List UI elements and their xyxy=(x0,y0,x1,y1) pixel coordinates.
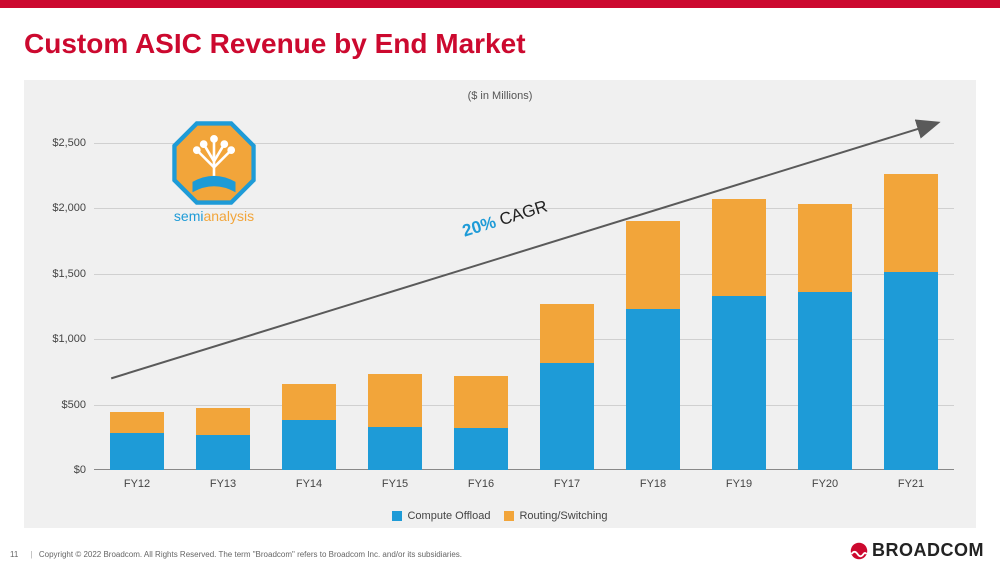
y-tick-label: $2,000 xyxy=(52,202,86,214)
legend-swatch xyxy=(392,511,402,521)
chart-legend: Compute Offload Routing/Switching xyxy=(24,510,976,522)
x-tick-label: FY18 xyxy=(640,478,666,490)
footer-separator: | xyxy=(31,550,33,559)
x-tick-label: FY20 xyxy=(812,478,838,490)
slide-title: Custom ASIC Revenue by End Market xyxy=(24,28,526,60)
y-tick-label: $2,500 xyxy=(52,137,86,149)
broadcom-mark-icon xyxy=(850,542,868,560)
semianalysis-logo-icon xyxy=(171,120,257,206)
y-tick-label: $1,000 xyxy=(52,333,86,345)
legend-swatch xyxy=(504,511,514,521)
x-tick-label: FY14 xyxy=(296,478,322,490)
x-tick-label: FY17 xyxy=(554,478,580,490)
copyright-text: Copyright © 2022 Broadcom. All Rights Re… xyxy=(39,550,462,559)
y-tick-label: $1,500 xyxy=(52,268,86,280)
top-accent-bar xyxy=(0,0,1000,8)
chart-subtitle: ($ in Millions) xyxy=(24,90,976,102)
x-tick-label: FY12 xyxy=(124,478,150,490)
wordmark-part-b: analysis xyxy=(203,208,254,224)
semianalysis-watermark: semianalysis xyxy=(154,120,274,224)
x-tick-label: FY19 xyxy=(726,478,752,490)
slide: Custom ASIC Revenue by End Market ($ in … xyxy=(0,8,1000,565)
wordmark-part-a: semi xyxy=(174,208,204,224)
x-tick-label: FY13 xyxy=(210,478,236,490)
legend-item: Compute Offload xyxy=(392,510,490,522)
page-number: 11 xyxy=(10,550,18,559)
y-tick-label: $0 xyxy=(74,464,86,476)
footer: 11 | Copyright © 2022 Broadcom. All Righ… xyxy=(10,550,462,559)
x-tick-label: FY15 xyxy=(382,478,408,490)
legend-label: Compute Offload xyxy=(407,510,490,522)
legend-label: Routing/Switching xyxy=(519,510,607,522)
x-tick-label: FY16 xyxy=(468,478,494,490)
broadcom-logo: BROADCOM xyxy=(850,540,984,561)
legend-item: Routing/Switching xyxy=(504,510,607,522)
x-tick-label: FY21 xyxy=(898,478,924,490)
semianalysis-wordmark: semianalysis xyxy=(154,208,274,224)
y-tick-label: $500 xyxy=(62,399,86,411)
broadcom-wordmark: BROADCOM xyxy=(872,540,984,561)
chart-area: ($ in Millions) $0 $500 $1,000 $1,500 $2,000… xyxy=(24,80,976,528)
